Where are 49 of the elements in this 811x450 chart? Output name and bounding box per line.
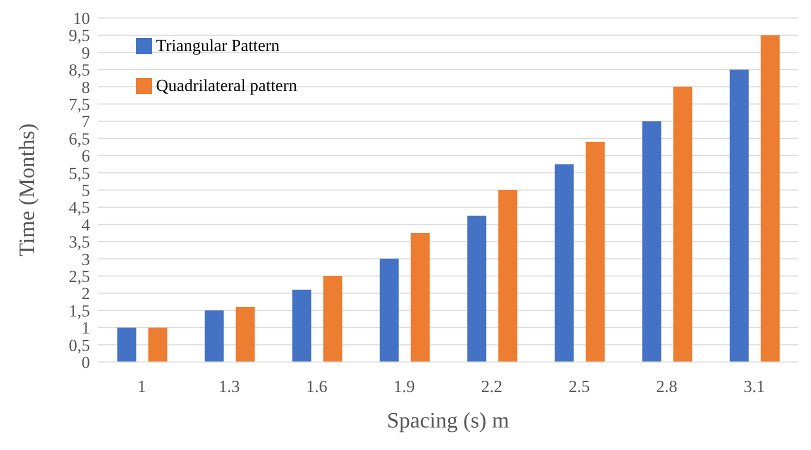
y-tick-label: 10 [73, 9, 90, 28]
y-tick-label: 9,5 [68, 26, 90, 46]
y-tick-label: 7,5 [68, 95, 90, 114]
bar [117, 328, 136, 362]
bar [204, 310, 224, 362]
y-tick-label: 2,5 [68, 267, 90, 286]
bar [642, 121, 662, 362]
bar [554, 164, 574, 362]
y-tick-label: 3,5 [68, 232, 90, 252]
y-tick-label: 0,5 [68, 336, 90, 355]
bar [148, 328, 168, 362]
legend-label: Triangular Pattern [156, 35, 280, 57]
bar [236, 306, 255, 362]
y-axis-title: Time (Months) [14, 123, 39, 257]
bar [323, 276, 342, 362]
y-tick-label: 7 [82, 112, 90, 132]
bar [498, 190, 518, 362]
x-tick-label: 2.5 [568, 377, 590, 396]
y-tick-label: 8,5 [68, 60, 90, 80]
y-tick-label: 6,5 [68, 129, 90, 148]
y-tick-label: 8 [82, 78, 90, 97]
x-tick-label: 1.9 [394, 377, 415, 396]
x-tick-label: 2.2 [481, 377, 502, 396]
y-tick-label: 1 [82, 318, 90, 338]
x-tick-label: 3.1 [744, 377, 765, 396]
y-tick-label: 9 [82, 43, 90, 62]
y-tick-label: 1,5 [68, 301, 90, 320]
bar [292, 290, 312, 362]
x-tick-label: 1.6 [306, 377, 328, 396]
x-tick-label: 1.3 [218, 377, 240, 396]
bar [673, 86, 692, 362]
y-tick-label: 6 [82, 146, 90, 166]
y-tick-label: 3 [82, 250, 90, 269]
x-axis-title: Spacing (s) m [386, 408, 510, 433]
y-tick-label: 4,5 [68, 198, 90, 218]
y-tick-label: 5 [82, 181, 90, 200]
legend-label: Quadrilateral pattern [156, 75, 298, 97]
bar [760, 35, 780, 362]
bar [467, 216, 486, 362]
x-tick-label: 2.8 [656, 377, 678, 396]
x-tick-label: 1 [138, 377, 146, 396]
bar [586, 142, 605, 362]
y-tick-label: 4 [82, 215, 90, 234]
y-tick-label: 2 [82, 284, 90, 304]
y-tick-label: 0 [82, 353, 90, 372]
bar [380, 258, 399, 362]
bar [730, 70, 749, 362]
bar [410, 233, 430, 362]
y-tick-label: 5,5 [68, 164, 90, 183]
